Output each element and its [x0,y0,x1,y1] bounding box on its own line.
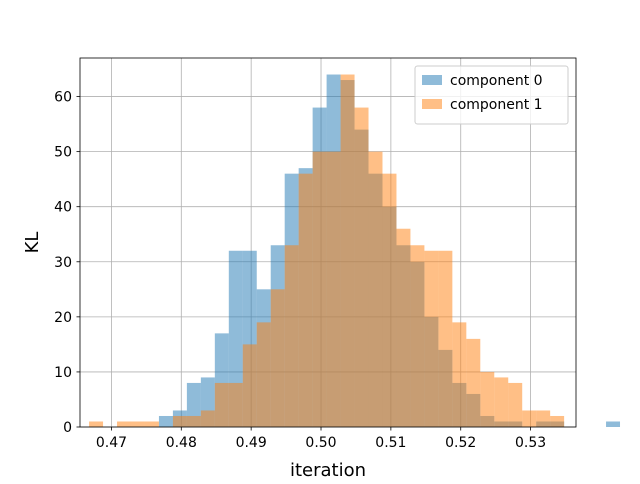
histogram-bar [312,151,327,427]
histogram-bar [186,415,201,427]
x-axis-label: iteration [290,460,366,480]
legend-label: component 0 [450,73,543,89]
x-tick-label: 0.50 [305,435,336,451]
histogram-bar [298,173,313,427]
histogram-bar [452,322,467,427]
histogram-bar [522,410,537,427]
histogram-bar [89,421,104,427]
x-tick-label: 0.52 [445,435,476,451]
y-tick-label: 60 [54,90,72,106]
histogram-bar [340,74,355,427]
histogram-bar [172,415,187,427]
x-tick-label: 0.48 [166,435,197,451]
y-tick-label: 30 [54,255,72,271]
legend-swatch [422,75,442,85]
histogram-bar [536,410,551,427]
y-tick-label: 20 [54,310,72,326]
histogram-bar [550,415,565,427]
y-axis: 0 10 20 30 40 50 60 [54,90,80,436]
histogram-bar [410,245,425,427]
histogram-bar [494,377,509,427]
y-axis-label: KL [22,232,43,254]
histogram-bar [270,289,285,427]
histogram-bar [508,382,523,427]
histogram-bar [284,245,299,427]
histogram-bar [130,421,145,427]
histogram-bar [438,250,453,427]
histogram-bar [326,151,341,427]
series-1-bars [89,74,565,427]
x-tick-label: 0.47 [96,435,127,451]
legend-label: component 1 [450,97,543,113]
legend-swatch [422,99,442,109]
x-tick-label: 0.53 [515,435,546,451]
histogram-bar [606,421,621,427]
histogram-bar [354,107,369,427]
x-tick-label: 0.51 [375,435,406,451]
y-tick-label: 40 [54,200,72,216]
histogram-bar [214,382,229,427]
histogram-bar [228,382,243,427]
histogram-bar [158,415,173,427]
y-tick-label: 10 [54,365,72,381]
x-axis: 0.47 0.48 0.49 0.50 0.51 0.52 0.53 [96,427,546,451]
legend: component 0 component 1 [414,65,569,125]
histogram-bar [480,371,495,427]
histogram-bar [144,421,159,427]
histogram-bar [466,338,481,427]
legend-box [414,65,569,125]
y-tick-label: 0 [63,420,72,436]
histogram-bar [242,344,257,427]
x-tick-label: 0.49 [236,435,267,451]
histogram-bar [368,151,383,427]
y-tick-label: 50 [54,145,72,161]
histogram-bars [89,74,621,428]
histogram-bar [396,228,411,427]
histogram-bar [256,322,271,427]
histogram-bar [424,250,439,427]
histogram-bar [117,421,131,427]
plot-area-frame [79,57,577,428]
histogram-bar [382,173,397,427]
histogram-bar [200,410,215,427]
